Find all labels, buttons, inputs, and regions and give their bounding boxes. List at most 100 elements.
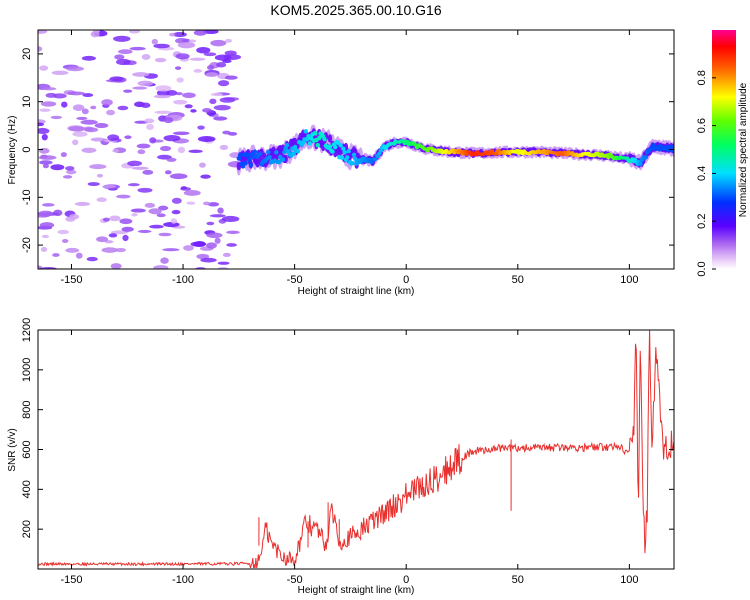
noise-blob (96, 236, 109, 243)
noise-blob (137, 80, 154, 87)
noise-blob (115, 58, 131, 66)
noise-blob (84, 127, 99, 133)
noise-blob (52, 93, 67, 99)
noise-blob (217, 261, 230, 265)
noise-blob (175, 53, 190, 60)
ridge-cell (460, 152, 465, 156)
noise-blob (119, 218, 133, 225)
ridge-cell (307, 141, 313, 146)
noise-blob (142, 169, 154, 175)
x-tick-label: -150 (60, 574, 82, 586)
noise-blob (76, 116, 88, 120)
noise-blob (226, 243, 237, 247)
ridge-cell (315, 143, 321, 148)
noise-blob (189, 57, 206, 61)
ridge-cell (246, 154, 251, 159)
noise-blob (176, 77, 184, 83)
ridge-cell (300, 140, 306, 145)
y-tick-label: 0 (21, 146, 33, 152)
noise-blob (41, 87, 57, 91)
noise-blob (163, 116, 174, 124)
noise-blob (153, 43, 170, 49)
noise-blob (127, 183, 140, 187)
noise-blob (42, 203, 55, 207)
spectrogram-y-label: Frequency (Hz) (7, 116, 18, 185)
noise-blob (57, 229, 70, 235)
ridge-cell (237, 152, 243, 158)
ridge-cell (316, 135, 322, 141)
noise-blob (39, 108, 51, 112)
noise-blob (62, 175, 73, 179)
noise-blob (96, 173, 104, 178)
noise-blob (106, 109, 116, 116)
snr-x-label: Height of straight line (km) (298, 585, 415, 596)
ridge-cell (375, 154, 381, 158)
noise-blob (154, 57, 167, 63)
noise-blob (149, 137, 157, 144)
noise-blob (224, 50, 237, 56)
noise-blob (81, 108, 89, 115)
noise-blob (121, 226, 134, 232)
noise-blob (67, 91, 86, 96)
noise-blob (184, 104, 193, 109)
noise-blob (38, 30, 48, 34)
noise-blob (42, 163, 49, 169)
noise-blob (169, 173, 188, 180)
x-tick-label: 0 (403, 574, 409, 586)
noise-blob (149, 224, 164, 229)
noise-blob (72, 139, 79, 146)
noise-blob (203, 52, 217, 57)
noise-blob (197, 125, 205, 130)
noise-blob (221, 215, 240, 223)
noise-blob (155, 85, 172, 92)
noise-blob (131, 213, 138, 217)
ridge-cell (391, 142, 397, 146)
ridge-cell (267, 154, 272, 160)
ridge-cell (266, 149, 271, 155)
ridge-cell (333, 144, 338, 150)
ridge-cell (330, 149, 335, 154)
x-tick-label: -150 (60, 274, 82, 286)
ridge-cell (342, 150, 347, 155)
ridge-cell (341, 146, 346, 151)
noise-blob (66, 66, 85, 72)
noise-blob (72, 131, 88, 137)
noise-blob (137, 149, 146, 155)
noise-blob (197, 135, 216, 143)
ridge-cell (643, 154, 649, 160)
noise-blob (90, 137, 106, 142)
noise-blob (38, 46, 43, 52)
noise-blob (60, 152, 67, 158)
noise-blob (96, 197, 107, 202)
noise-blob (202, 108, 212, 113)
noise-blob (209, 214, 226, 218)
noise-blob (66, 169, 77, 175)
snr-panel: -150 -100 -50 0 50 100 200 400 600 800 1000 1200 H… (7, 318, 675, 596)
noise-blob (116, 194, 131, 199)
noise-blob (182, 92, 196, 99)
noise-blob (196, 46, 211, 54)
ridge-cell (282, 149, 287, 155)
ridge-cell (252, 149, 258, 154)
noise-blob (207, 202, 220, 207)
noise-blob (53, 209, 63, 217)
noise-blob (74, 201, 91, 206)
snr-x-ticks: -150 -100 -50 0 50 100 (60, 330, 639, 586)
noise-blob (226, 230, 240, 235)
y-tick-label: 400 (21, 480, 33, 498)
noise-blob (170, 218, 178, 224)
noise-blob (39, 160, 53, 165)
noise-blob (156, 213, 166, 218)
snr-y-ticks: 200 400 600 800 1000 1200 (21, 318, 674, 538)
snr-marks (38, 330, 674, 569)
noise-blob (166, 90, 178, 96)
ridge-cell (377, 151, 382, 156)
noise-blob (122, 234, 129, 242)
noise-blob (50, 164, 65, 171)
noise-blob (39, 65, 49, 71)
noise-blob (80, 119, 98, 125)
ridge-cell (303, 129, 308, 134)
noise-blob (38, 210, 53, 217)
colorbar-tick-label: 0.4 (696, 166, 708, 181)
